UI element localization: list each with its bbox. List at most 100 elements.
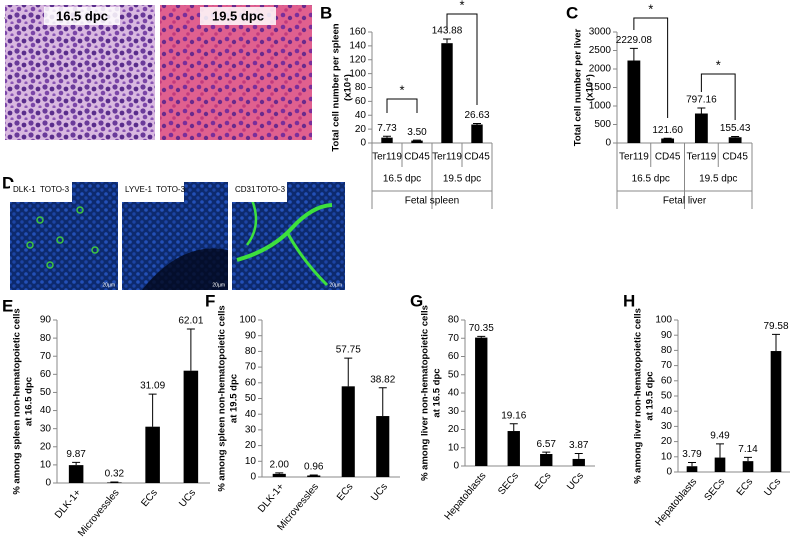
bar [627,60,641,143]
panel-letter: C [566,3,578,22]
scale-label: 20µm [212,282,225,288]
y-tick-label: 1500 [589,82,612,93]
stain-box [10,182,72,202]
x-tick-label: Ter119 [372,152,402,163]
bar [686,466,698,472]
y-axis-label: (x10⁴) [585,74,596,101]
bar [475,337,488,466]
x-tick-label: CD45 [404,152,430,163]
group-label: 19.5 dpc [443,174,481,185]
y-tick-label: 40 [661,406,673,417]
bar [183,370,199,483]
scale-label: 20µm [329,282,342,288]
y-tick-label: 70 [661,360,673,371]
bar [742,461,754,472]
y-tick-label: 160 [349,27,366,38]
y-tick-label: 0 [360,138,366,149]
value-label: 155.43 [720,123,751,134]
image-caption: 16.5 dpc [56,8,108,23]
y-tick-label: 3000 [589,27,612,38]
y-axis-label: at 16.5 dpc [432,368,443,417]
vessel [245,199,258,246]
error-bar [772,333,780,352]
y-axis-label: % among spleen non-hematopoietic cells [217,305,228,491]
value-label: 79.58 [763,321,788,332]
significance-bracket [633,17,669,118]
bar [441,43,453,143]
y-axis-label: at 19.5 dpc [645,371,656,420]
positive-cell [26,241,34,249]
histology-image [5,5,155,140]
y-tick-label: 0 [45,478,51,489]
value-label: 6.57 [537,439,557,450]
value-label: 143.88 [432,26,463,37]
y-tick-label: 40 [448,388,460,399]
error-bar [542,451,551,455]
error-bar [378,387,387,417]
y-tick-label: 60 [245,377,257,388]
positive-cell [36,216,44,224]
value-label: 0.32 [105,469,125,480]
y-tick-label: 60 [661,375,673,386]
x-tick-label: SECs [496,471,521,498]
image-caption: 19.5 dpc [212,8,264,23]
error-bar [72,461,81,466]
counterstain-label: TOTO-3 [256,185,286,194]
bar [107,482,122,483]
x-tick-label: ECs [735,477,756,499]
bar [507,431,520,466]
error-bar [383,135,391,138]
y-tick-label: 90 [40,315,52,326]
group-label: 16.5 dpc [632,174,670,185]
x-tick-label: Hepatoblasts [653,477,699,529]
value-label: 70.35 [469,323,494,334]
y-tick-label: 0 [666,467,672,478]
y-axis-label: Total cell number per spleen [331,23,342,151]
y-axis-label: at 16.5 dpc [24,377,35,426]
error-bar [275,472,284,474]
panel-letter: G [410,291,423,310]
stain-box [122,182,184,202]
marker-label: DLK-1 [13,185,36,194]
error-bar [688,461,696,467]
error-bar [731,136,740,138]
significance-label: * [716,57,721,72]
y-tick-label: 90 [661,330,673,341]
y-tick-label: 30 [448,406,460,417]
bar [145,426,160,483]
error-bar [629,47,638,61]
value-label: 31.09 [140,381,165,392]
error-bar [744,456,752,462]
error-bar [443,38,451,44]
panel-letter: F [205,291,215,310]
panel-letter: B [320,3,332,22]
y-tick-label: 60 [448,351,460,362]
y-tick-label: 20 [448,424,460,435]
y-tick-label: 30 [40,423,52,434]
error-bar [716,443,724,458]
x-tick-label: CD45 [655,152,681,163]
y-tick-label: 70 [448,333,460,344]
y-tick-label: 80 [355,82,367,93]
y-axis-label: Total cell number per liver [573,28,584,146]
panel-letter: H [623,291,635,310]
y-tick-label: 90 [245,330,257,341]
y-tick-label: 20 [355,124,367,135]
bar [714,457,726,472]
error-bar [186,328,195,371]
y-tick-label: 80 [448,315,460,326]
bar [770,351,782,472]
y-tick-label: 100 [239,315,256,326]
group-title: Fetal spleen [405,196,459,207]
value-label: 9.49 [710,431,730,442]
value-label: 2229.08 [616,35,653,46]
bar [471,124,483,143]
value-label: 3.50 [407,127,427,138]
error-bar [148,393,157,427]
value-label: 121.60 [652,125,683,136]
marker-label: CD31 [235,185,256,194]
x-tick-label: ECs [139,488,160,510]
group-label: 16.5 dpc [383,174,421,185]
marker-label: LYVE-1 [125,185,153,194]
error-bar [344,357,353,387]
